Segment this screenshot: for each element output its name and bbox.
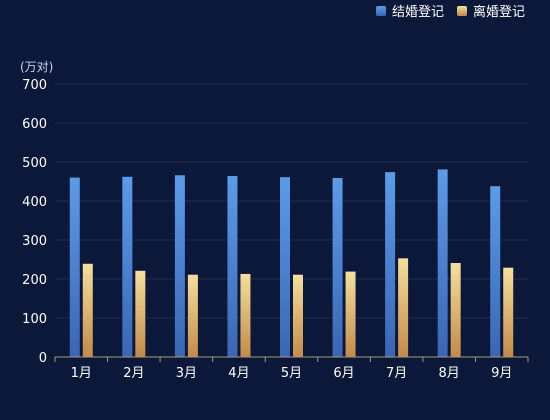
legend-label-divorce: 离婚登记 xyxy=(473,4,525,20)
bar-marriage-9[interactable] xyxy=(490,186,501,357)
grid-lines xyxy=(55,83,528,319)
y-tick-label: 400 xyxy=(22,195,47,210)
x-tick-label: 7月 xyxy=(386,366,407,381)
y-tick-label: 700 xyxy=(22,78,47,93)
bar-divorce-3[interactable] xyxy=(187,274,198,357)
bar-divorce-8[interactable] xyxy=(450,263,461,357)
y-axis-ticks: 0 100 200 300 400 500 600 700 xyxy=(22,78,47,366)
x-tick-label: 9月 xyxy=(491,366,512,381)
y-tick-label: 300 xyxy=(22,234,47,249)
y-tick-label: 500 xyxy=(22,156,47,171)
bar-divorce-9[interactable] xyxy=(503,267,514,357)
y-axis-unit-label: (万对) xyxy=(20,60,53,74)
bar-marriage-7[interactable] xyxy=(385,172,396,357)
legend-swatch-marriage xyxy=(376,6,386,16)
legend-label-marriage: 结婚登记 xyxy=(392,5,444,20)
legend-item-divorce[interactable]: 离婚登记 xyxy=(457,4,525,20)
x-axis-ticks: 1月 2月 3月 4月 5月 6月 7月 8月 9月 xyxy=(54,357,529,381)
y-tick-label: 0 xyxy=(39,351,47,366)
bar-divorce-6[interactable] xyxy=(345,271,356,357)
bar-marriage-3[interactable] xyxy=(174,175,185,357)
x-tick-label: 6月 xyxy=(333,366,354,381)
x-tick-label: 2月 xyxy=(123,366,144,381)
legend-item-marriage[interactable]: 结婚登记 xyxy=(376,5,444,20)
bar-divorce-4[interactable] xyxy=(240,273,251,357)
y-tick-label: 600 xyxy=(22,117,47,132)
x-tick-label: 4月 xyxy=(228,366,249,381)
x-tick-label: 3月 xyxy=(176,366,197,381)
legend: 结婚登记 离婚登记 xyxy=(376,4,525,20)
x-tick-label: 8月 xyxy=(439,366,460,381)
y-tick-label: 200 xyxy=(22,273,47,288)
x-tick-label: 1月 xyxy=(71,366,92,381)
bar-marriage-8[interactable] xyxy=(437,169,448,357)
bar-divorce-5[interactable] xyxy=(293,274,303,357)
bar-marriage-5[interactable] xyxy=(280,177,290,357)
bar-divorce-2[interactable] xyxy=(135,270,146,357)
bar-marriage-2[interactable] xyxy=(122,176,133,357)
legend-swatch-divorce xyxy=(457,6,467,16)
bar-divorce-7[interactable] xyxy=(398,258,409,357)
bar-marriage-6[interactable] xyxy=(332,177,343,357)
x-tick-label: 5月 xyxy=(281,366,302,381)
y-tick-label: 100 xyxy=(22,312,47,327)
bar-marriage-4[interactable] xyxy=(227,176,238,357)
bar-marriage-1[interactable] xyxy=(69,177,80,357)
bar-divorce-1[interactable] xyxy=(82,263,93,357)
bars xyxy=(69,169,514,357)
